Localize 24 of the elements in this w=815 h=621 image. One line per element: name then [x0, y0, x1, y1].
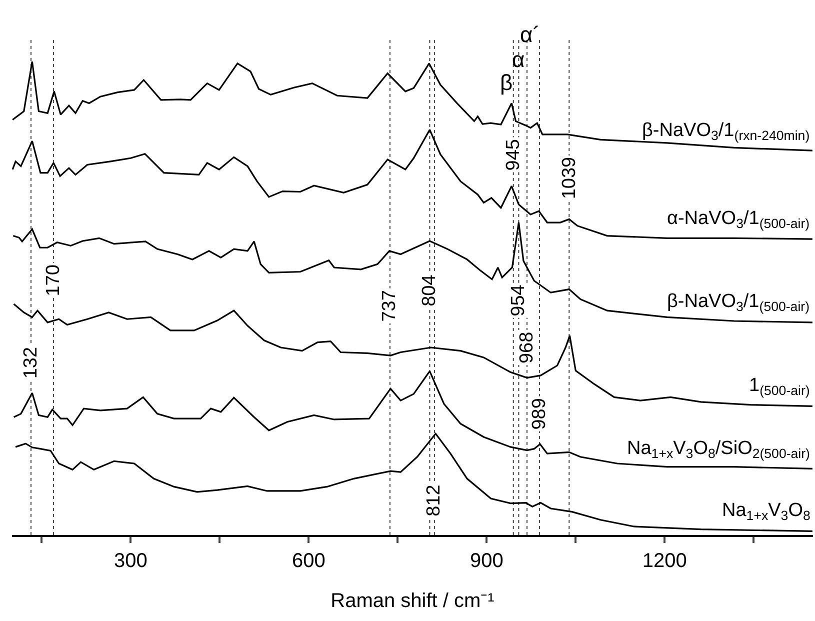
series-label: Na$_{1+x}$V$_{3}$O$_{8}$/SiO$_{2(500-air)}$ — [627, 438, 810, 461]
x-axis-title: Raman shift / cm⁻¹ — [330, 590, 495, 612]
x-tick-label: 1200 — [642, 550, 687, 572]
ref-line-label: 1039 — [559, 156, 580, 200]
ref-line-label: 812 — [423, 484, 444, 516]
annotation: β — [500, 70, 513, 95]
series-label: β-NaVO$_{3}$/1$_{(500-air)}$ — [667, 291, 810, 314]
ref-line-label: 170 — [42, 264, 64, 296]
ref-line-label: 132 — [20, 346, 42, 379]
ref-line-label: 989 — [529, 398, 550, 430]
text: α´ — [520, 22, 540, 47]
ref-line-label: 968 — [516, 332, 538, 364]
series-label: β-NaVO$_{3}$/1$_{(rxn-240min)}$ — [642, 120, 810, 143]
annotation: α — [512, 47, 525, 72]
series-label: 1$_{(500-air)}$ — [749, 375, 810, 398]
ref-line-label: 954 — [508, 284, 530, 316]
x-tick-label: 300 — [114, 550, 148, 572]
series-label: Na$_{1+x}$V$_{3}$O$_{8}$ — [722, 500, 810, 523]
ref-line-label: 804 — [419, 274, 440, 306]
series-label: α-NaVO$_{3}$/1$_{(500-air)}$ — [667, 208, 810, 231]
x-tick-label: 900 — [470, 550, 504, 572]
x-tick-label: 600 — [292, 550, 326, 572]
ref-line-label: 945 — [503, 139, 524, 171]
ref-line-label: 737 — [379, 290, 400, 322]
